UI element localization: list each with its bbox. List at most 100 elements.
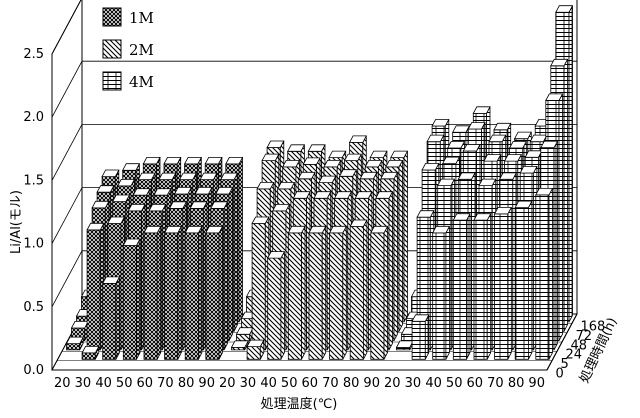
x-tick-label: 20 bbox=[219, 376, 236, 391]
bar-front bbox=[184, 232, 199, 360]
bar bbox=[328, 225, 347, 360]
bar-top bbox=[483, 154, 502, 162]
x-tick-label: 20 bbox=[384, 376, 401, 391]
bar-top bbox=[535, 187, 554, 196]
bar-top bbox=[137, 172, 156, 181]
bar bbox=[308, 225, 327, 360]
bar bbox=[246, 339, 265, 360]
bar-side bbox=[177, 226, 182, 360]
bar-top bbox=[478, 178, 497, 187]
x-tick-label: 90 bbox=[528, 376, 545, 391]
bar-top bbox=[122, 163, 141, 171]
gridline bbox=[51, 0, 82, 55]
bar-side bbox=[424, 314, 430, 360]
bar-top bbox=[472, 106, 491, 114]
bar-top bbox=[385, 159, 404, 168]
bar-front bbox=[535, 194, 550, 360]
bar-top bbox=[101, 169, 120, 178]
bar-top bbox=[194, 186, 213, 195]
bar-front bbox=[267, 257, 282, 360]
bar-top bbox=[426, 134, 445, 143]
bar-side bbox=[321, 226, 327, 360]
bar-top bbox=[272, 203, 291, 212]
bar-top bbox=[313, 191, 332, 199]
bar-top bbox=[328, 225, 347, 234]
bar-side bbox=[558, 93, 563, 341]
bar-top bbox=[473, 213, 492, 221]
bar-top bbox=[282, 159, 301, 168]
bar-front bbox=[494, 213, 509, 360]
bar-top bbox=[349, 219, 368, 227]
bar-top bbox=[343, 153, 362, 162]
depth-tick-label: 0 bbox=[556, 366, 564, 381]
bar-front bbox=[308, 232, 323, 360]
bar-top bbox=[267, 251, 286, 259]
bar-side bbox=[507, 207, 512, 360]
bar-side bbox=[218, 226, 223, 360]
gridline bbox=[51, 60, 577, 118]
bar-top bbox=[199, 172, 218, 181]
bar-top bbox=[210, 201, 229, 209]
bar-top bbox=[178, 172, 197, 181]
y-tick-label: 2.0 bbox=[23, 110, 44, 125]
bar-side bbox=[548, 188, 553, 360]
legend-label: 1M bbox=[129, 9, 154, 27]
bar-top bbox=[421, 162, 440, 171]
legend-swatch bbox=[102, 7, 122, 27]
bar-top bbox=[348, 135, 367, 143]
y-tick-label: 1.0 bbox=[23, 237, 44, 252]
bar-top bbox=[359, 171, 378, 180]
bar bbox=[205, 225, 224, 360]
x-tick-label: 90 bbox=[363, 376, 380, 391]
bars-layer bbox=[65, 5, 574, 360]
bar bbox=[86, 222, 105, 351]
y-tick-label: 0.5 bbox=[23, 300, 44, 315]
x-tick-label: 70 bbox=[487, 376, 504, 391]
bar-side bbox=[388, 191, 393, 351]
bar-top bbox=[467, 122, 486, 130]
bar-front bbox=[349, 226, 364, 360]
depth-axis-line bbox=[546, 313, 578, 371]
bar-top bbox=[277, 181, 296, 190]
bar-top bbox=[91, 200, 110, 209]
bar-front bbox=[411, 320, 426, 360]
bar-top bbox=[168, 201, 187, 209]
bar-top bbox=[493, 122, 512, 131]
depth-tick-label: 72 bbox=[576, 329, 593, 344]
bar-side bbox=[466, 213, 471, 360]
x-tick-label: 70 bbox=[157, 376, 174, 391]
bar-side bbox=[233, 172, 238, 332]
bar-side bbox=[563, 59, 568, 332]
bar-top bbox=[205, 225, 224, 234]
bar-top bbox=[297, 171, 316, 180]
bar-top bbox=[127, 203, 146, 212]
bar-side bbox=[136, 238, 141, 360]
bar-front bbox=[122, 245, 137, 360]
bar-top bbox=[442, 156, 461, 165]
bar bbox=[473, 213, 492, 360]
bar bbox=[102, 276, 121, 360]
bar bbox=[65, 336, 84, 351]
bar-top bbox=[246, 339, 265, 348]
bar-top bbox=[432, 225, 451, 234]
bar-front bbox=[432, 232, 447, 360]
bar-top bbox=[86, 222, 105, 231]
y-tick-label: 0.0 bbox=[23, 363, 44, 378]
bar-top bbox=[452, 125, 471, 133]
bar-top bbox=[117, 178, 136, 187]
bar-top bbox=[107, 216, 126, 224]
bar-top bbox=[452, 213, 471, 221]
bar-top bbox=[163, 225, 182, 234]
gridline bbox=[51, 124, 577, 181]
x-tick-label: 60 bbox=[137, 376, 154, 391]
bar-side bbox=[342, 226, 347, 360]
bar-top bbox=[457, 172, 476, 180]
bar-side bbox=[486, 213, 492, 360]
bar-top bbox=[354, 191, 373, 199]
bar-top bbox=[184, 225, 203, 234]
bar-top bbox=[447, 141, 466, 149]
bar-top bbox=[437, 178, 456, 187]
bar bbox=[235, 327, 254, 342]
